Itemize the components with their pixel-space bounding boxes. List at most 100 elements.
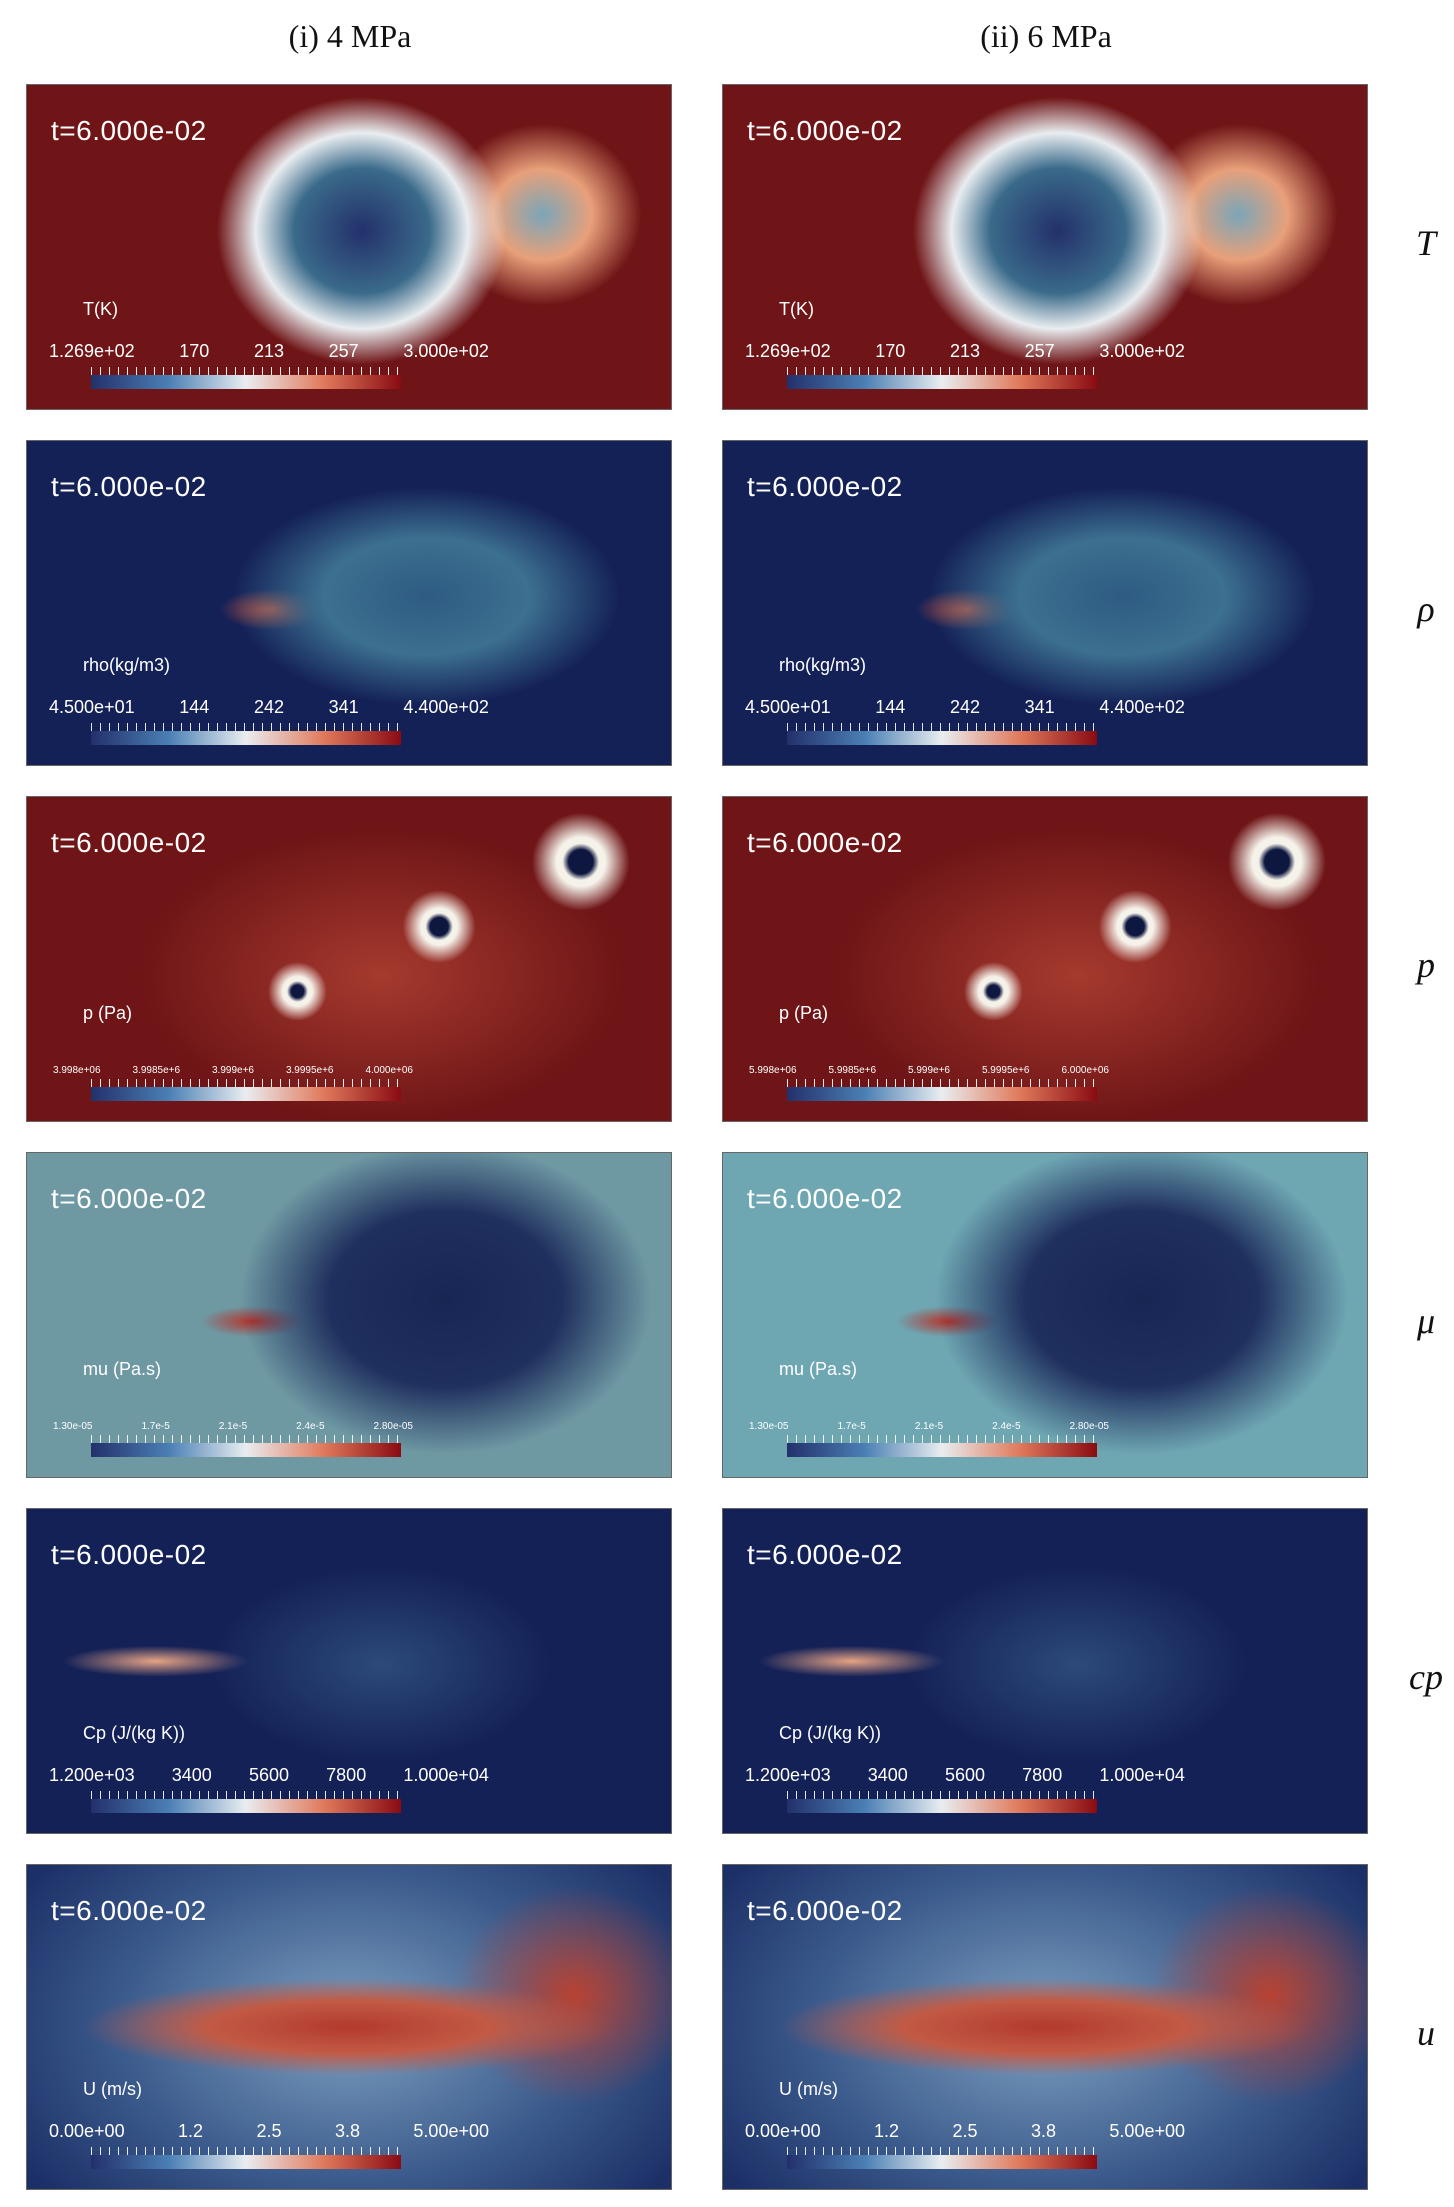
colorbar-tick-label: 1.30e-05 <box>53 1421 93 1432</box>
colorbar-tick-label: 1.000e+04 <box>403 1765 489 1785</box>
row-label-p: p <box>1417 945 1435 985</box>
colorbar-tick-label: 1.000e+04 <box>1099 1765 1185 1785</box>
colorbar-tick-label: 242 <box>949 697 980 717</box>
row-label-mu: μ <box>1416 1301 1436 1341</box>
colorbar-tick-label: 5600 <box>248 1765 289 1785</box>
colorbar-tick-labels: 4.500e+01 144 242 341 4.400e+02 <box>49 697 489 718</box>
colorbar-tick-label: 3.998e+06 <box>53 1065 101 1076</box>
field-panel-u-6: t=6.000e-02 U (m/s) 0.00e+00 1.2 2.5 3.8 5.00e… <box>722 1864 1368 2190</box>
colorbar-tick-label: 4.500e+01 <box>745 697 831 717</box>
colorbar-tick-label: 6.000e+06 <box>1061 1065 1109 1076</box>
colorbar-tick-label: 5600 <box>944 1765 985 1785</box>
colorbar-tick-label: 242 <box>253 697 284 717</box>
colorbar-title: mu (Pa.s) <box>83 1359 162 1379</box>
colorbar-tick-label: 257 <box>1024 341 1055 361</box>
field-image <box>27 85 671 409</box>
field-image <box>723 1153 1367 1477</box>
field-image <box>723 441 1367 765</box>
colorbar-title: U (m/s) <box>779 2079 838 2099</box>
colorbar-tick-label: 1.200e+03 <box>49 1765 135 1785</box>
time-label: t=6.000e-02 <box>747 1895 903 1926</box>
row-label-cp: cp <box>1409 1657 1443 1697</box>
colorbar-tick-label: 341 <box>328 697 359 717</box>
time-label: t=6.000e-02 <box>51 1539 207 1570</box>
colorbar-minor-ticks <box>787 1079 1097 1087</box>
colorbar-tick-label: 3.8 <box>1030 2121 1056 2141</box>
field-image <box>723 1509 1367 1833</box>
colorbar-tick-label: 170 <box>875 341 906 361</box>
colorbar-tick-label: 2.1e-5 <box>914 1421 944 1432</box>
colorbar <box>91 1087 401 1101</box>
colorbar-title: Cp (J/(kg K)) <box>779 1723 882 1743</box>
colorbar-tick-label: 5.998e+06 <box>749 1065 797 1076</box>
colorbar-tick-label: 5.999e+6 <box>908 1065 950 1076</box>
colorbar-tick-labels: 1.200e+03 3400 5600 7800 1.000e+04 <box>745 1765 1185 1786</box>
colorbar-tick-labels: 1.269e+02 170 213 257 3.000e+02 <box>745 341 1185 362</box>
time-label: t=6.000e-02 <box>747 1183 903 1214</box>
row-label-T: T <box>1415 223 1437 263</box>
colorbar-tick-label: 2.4e-5 <box>296 1421 325 1432</box>
colorbar-tick-label: 170 <box>179 341 210 361</box>
colorbar-tick-label: 3.8 <box>334 2121 360 2141</box>
colorbar-minor-ticks <box>787 367 1097 375</box>
colorbar-minor-ticks <box>787 1791 1097 1799</box>
field-panel-mu-6: t=6.000e-02 mu (Pa.s) 1.30e-05 1.7e-5 2.1e-5… <box>722 1152 1368 1478</box>
colorbar-minor-ticks <box>91 723 401 731</box>
row-label-u: u <box>1417 2013 1435 2053</box>
field-panel-p-6: t=6.000e-02 p (Pa) 5.998e+06 5.9985e+6 5.999… <box>722 796 1368 1122</box>
colorbar <box>787 1799 1097 1813</box>
colorbar-title: p (Pa) <box>83 1003 133 1023</box>
colorbar-tick-label: 341 <box>1024 697 1055 717</box>
colorbar-tick-label: 0.00e+00 <box>745 2121 821 2141</box>
colorbar-minor-ticks <box>787 723 1097 731</box>
colorbar-tick-labels: 0.00e+00 1.2 2.5 3.8 5.00e+00 <box>49 2121 489 2142</box>
field-panel-rho-4: t=6.000e-02 rho(kg/m3) 4.500e+01 144 242 341 4… <box>26 440 672 766</box>
colorbar-tick-label: 1.2 <box>178 2121 204 2141</box>
field-panel-rho-6: t=6.000e-02 rho(kg/m3) 4.500e+01 144 242 341 4… <box>722 440 1368 766</box>
colorbar-title: rho(kg/m3) <box>83 655 171 675</box>
colorbar-minor-ticks <box>91 1791 401 1799</box>
colorbar-minor-ticks <box>787 2147 1097 2155</box>
colorbar-tick-label: 5.00e+00 <box>413 2121 489 2141</box>
colorbar-tick-label: 2.4e-5 <box>992 1421 1021 1432</box>
colorbar-tick-label: 2.80e-05 <box>1069 1421 1109 1432</box>
column-header-4mpa: (i) 4 MPa <box>288 18 412 54</box>
field-image <box>27 441 671 765</box>
colorbar-tick-labels: 1.269e+02 170 213 257 3.000e+02 <box>49 341 489 362</box>
colorbar-tick-labels: 5.998e+06 5.9985e+6 5.999e+6 5.9995e+6 6.000… <box>749 1065 1109 1076</box>
colorbar-tick-label: 1.2 <box>874 2121 900 2141</box>
time-label: t=6.000e-02 <box>747 471 903 502</box>
colorbar-tick-label: 3.000e+02 <box>403 341 489 361</box>
colorbar-tick-label: 0.00e+00 <box>49 2121 125 2141</box>
field-panel-T-6: t=6.000e-02 T(K) 1.269e+02 170 213 257 3.000e+… <box>722 84 1368 410</box>
colorbar-tick-label: 5.9985e+6 <box>828 1065 877 1076</box>
colorbar-tick-label: 2.80e-05 <box>373 1421 413 1432</box>
time-label: t=6.000e-02 <box>747 1539 903 1570</box>
time-label: t=6.000e-02 <box>747 827 903 858</box>
colorbar-tick-label: 1.30e-05 <box>749 1421 789 1432</box>
time-label: t=6.000e-02 <box>51 827 207 858</box>
field-image <box>723 797 1367 1121</box>
colorbar <box>91 2155 401 2169</box>
field-panel-cp-6: t=6.000e-02 Cp (J/(kg K)) 1.200e+03 3400 560… <box>722 1508 1368 1834</box>
colorbar-tick-label: 4.000e+06 <box>365 1065 413 1076</box>
colorbar <box>787 2155 1097 2169</box>
time-label: t=6.000e-02 <box>51 1183 207 1214</box>
time-label: t=6.000e-02 <box>51 471 207 502</box>
colorbar-tick-label: 3400 <box>867 1765 908 1785</box>
colorbar-tick-label: 3.000e+02 <box>1099 341 1185 361</box>
colorbar-minor-ticks <box>91 367 401 375</box>
colorbar-title: mu (Pa.s) <box>779 1359 858 1379</box>
colorbar-tick-label: 3.9985e+6 <box>132 1065 181 1076</box>
colorbar-tick-label: 4.500e+01 <box>49 697 135 717</box>
colorbar <box>91 1799 401 1813</box>
colorbar-title: T(K) <box>83 299 118 319</box>
colorbar <box>91 1443 401 1457</box>
colorbar-tick-label: 4.400e+02 <box>1099 697 1185 717</box>
colorbar-tick-label: 3400 <box>171 1765 212 1785</box>
colorbar-tick-label: 144 <box>875 697 906 717</box>
field-image <box>27 1153 671 1477</box>
colorbar-tick-label: 5.00e+00 <box>1109 2121 1185 2141</box>
colorbar-tick-labels: 1.30e-05 1.7e-5 2.1e-5 2.4e-5 2.80e-05 <box>53 1421 413 1432</box>
field-panel-T-4: t=6.000e-02 T(K) 1.269e+02 170 213 257 3.000e+… <box>26 84 672 410</box>
